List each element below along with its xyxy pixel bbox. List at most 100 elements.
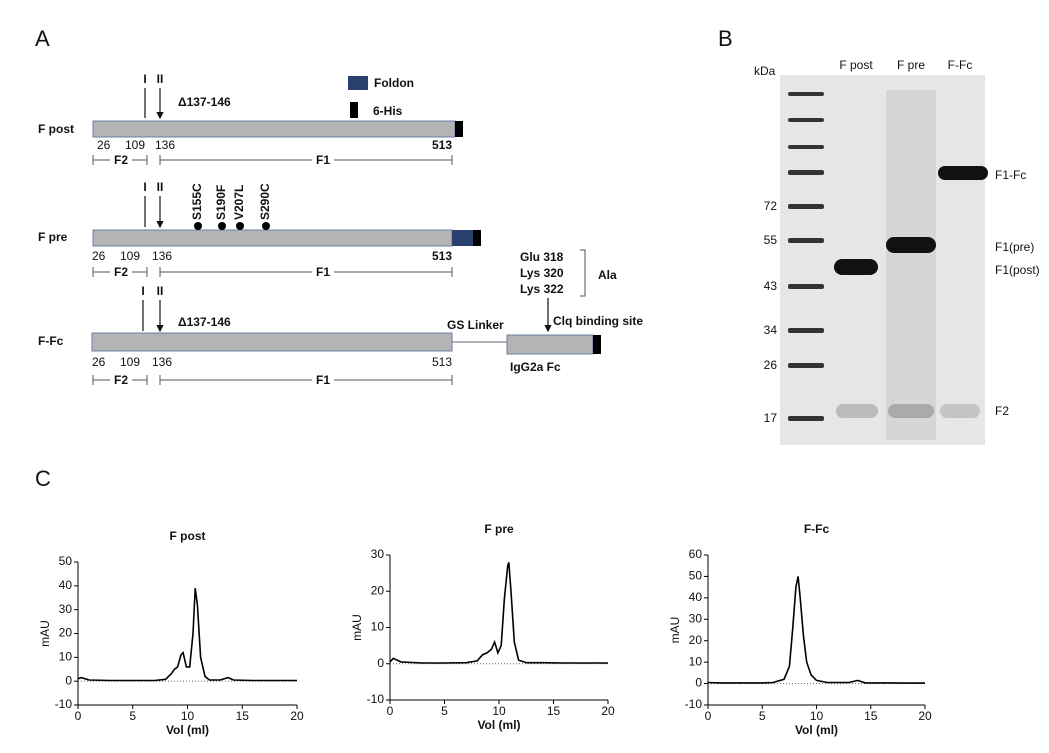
lane-smear — [886, 90, 936, 440]
deletion-label: Δ137-146 — [178, 315, 231, 329]
label-bg — [312, 372, 334, 388]
band-label: F1(post) — [995, 263, 1040, 277]
his-tag — [473, 230, 481, 246]
label-bg — [312, 152, 334, 168]
x-tick-label: 15 — [236, 709, 250, 723]
gel-band — [938, 166, 988, 180]
construct-f-fc: F-Fc I II Δ137-146 GS Linker IgG2a Fc Gl… — [38, 249, 643, 388]
segment-label: F2 — [114, 153, 128, 167]
gel-panel: kDa F post F pre F-Fc 72 55 43 34 26 17 … — [754, 58, 1040, 445]
construct-name: F pre — [38, 230, 68, 244]
residue-number: 513 — [432, 355, 452, 369]
substitution-label: Ala — [598, 268, 617, 282]
chart-title: F post — [170, 529, 206, 543]
construct-name: F-Fc — [38, 334, 64, 348]
y-tick-label: 60 — [689, 547, 703, 561]
y-tick-label: 10 — [371, 620, 385, 634]
his-tag — [455, 121, 463, 137]
site-arrow — [144, 196, 160, 227]
x-axis-label: Vol (ml) — [477, 718, 520, 732]
lane-label: F pre — [897, 58, 925, 72]
segment-label: F2 — [114, 373, 128, 387]
residue-number: 136 — [152, 355, 172, 369]
gel-band — [836, 404, 878, 418]
y-tick-label: 30 — [59, 602, 73, 616]
ladder — [788, 92, 824, 421]
label-bg — [110, 372, 132, 388]
foldon-swatch — [348, 76, 368, 90]
lane-label: F-Fc — [948, 58, 973, 72]
y-tick-label: 50 — [689, 569, 703, 583]
y-tick-label: 40 — [59, 578, 73, 592]
x-tick-label: 15 — [547, 704, 561, 718]
residue-label: Lys 320 — [520, 266, 564, 280]
mutation-label: S190F — [214, 185, 228, 220]
protein-bar — [92, 229, 453, 247]
site-label: II — [157, 72, 164, 86]
y-tick-label: 30 — [689, 611, 703, 625]
x-tick-label: 0 — [75, 709, 82, 723]
x-axis-label: Vol (ml) — [166, 723, 209, 737]
his-tag — [593, 335, 601, 354]
marker-label: 55 — [764, 233, 778, 247]
y-axis-label: mAU — [350, 614, 364, 641]
site-label: I — [143, 180, 146, 194]
construct-f-post: F post I II Δ137-146 26 109 136 513 F2 F… — [38, 72, 463, 168]
panel-letter: C — [35, 466, 51, 491]
deletion-label: Δ137-146 — [178, 95, 231, 109]
his-swatch — [350, 102, 358, 118]
marker-label: 43 — [764, 279, 778, 293]
marker-label: 34 — [764, 323, 778, 337]
gel-band — [834, 259, 878, 275]
y-tick-label: 10 — [59, 650, 73, 664]
chromatogram — [389, 562, 608, 664]
x-tick-label: 10 — [492, 704, 506, 718]
x-tick-label: 10 — [181, 709, 195, 723]
residue-number: 513 — [432, 249, 452, 263]
x-axis-label: Vol (ml) — [795, 723, 838, 737]
legend-label: 6-His — [373, 104, 403, 118]
x-tick-label: 15 — [864, 709, 878, 723]
protein-bar — [91, 332, 453, 352]
x-tick-label: 0 — [705, 709, 712, 723]
residue-number: 109 — [120, 249, 140, 263]
marker-label: 17 — [764, 411, 778, 425]
marker-label: 72 — [764, 199, 778, 213]
y-tick-label: 10 — [689, 654, 703, 668]
site-label: II — [157, 180, 164, 194]
y-tick-label: 0 — [695, 676, 702, 690]
band-label: F1(pre) — [995, 240, 1034, 254]
mutation-dot — [262, 222, 270, 230]
gel-band — [888, 404, 934, 418]
unit-label: kDa — [754, 64, 776, 78]
y-tick-label: 0 — [377, 656, 384, 670]
gel-band — [886, 237, 936, 253]
y-tick-label: -10 — [55, 697, 73, 711]
mutation-label: S290C — [258, 183, 272, 220]
x-tick-label: 5 — [441, 704, 448, 718]
mutation-label: S155C — [190, 183, 204, 220]
y-tick-label: 20 — [689, 633, 703, 647]
construct-name: F post — [38, 122, 74, 136]
x-tick-label: 0 — [387, 704, 394, 718]
chart-title: F-Fc — [804, 522, 830, 536]
bracket — [580, 249, 586, 297]
x-tick-label: 5 — [759, 709, 766, 723]
chart-title: F pre — [484, 522, 514, 536]
y-tick-label: 40 — [689, 590, 703, 604]
segment-label: F1 — [316, 265, 330, 279]
x-tick-label: 20 — [290, 709, 304, 723]
y-tick-label: 20 — [59, 626, 73, 640]
chromatogram — [77, 588, 297, 682]
fc-label: IgG2a Fc — [510, 360, 561, 374]
residue-number: 109 — [120, 355, 140, 369]
marker-label: 26 — [764, 358, 778, 372]
label-bg — [110, 264, 132, 280]
band-label: F1-Fc — [995, 168, 1026, 182]
lane-label: F post — [839, 58, 873, 72]
site-arrow — [142, 300, 160, 331]
mutation-dot — [236, 222, 244, 230]
y-tick-label: 50 — [59, 554, 73, 568]
mutation-label: V207L — [232, 185, 246, 220]
